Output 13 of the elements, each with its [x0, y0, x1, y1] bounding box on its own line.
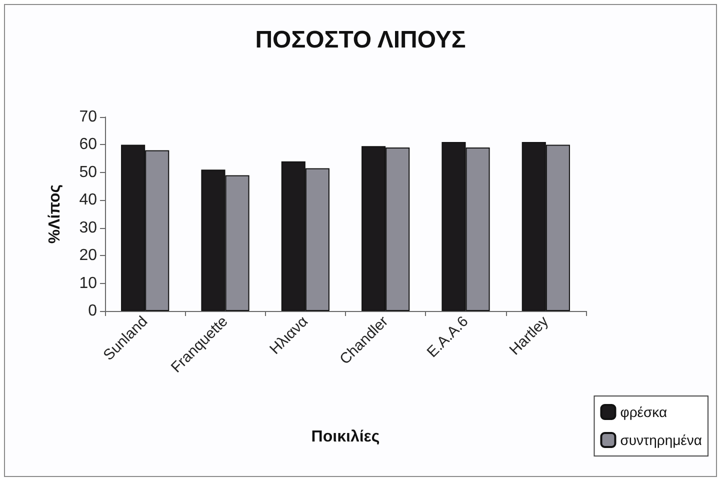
y-tick-label: 10 [79, 274, 98, 292]
legend-label: φρέσκα [620, 404, 668, 420]
y-tick-label: 0 [88, 302, 98, 320]
y-tick-label: 70 [79, 108, 98, 126]
x-axis-title: Ποικιλίες [311, 428, 380, 446]
y-tick-label: 50 [79, 164, 98, 181]
y-tick-label: 20 [79, 247, 98, 264]
chart-title: ΠΟΣΟΣΤΟ ΛΙΠΟΥΣ [255, 26, 466, 54]
y-tick-label: 40 [79, 192, 98, 209]
y-axis-title: %Λίπος [46, 184, 64, 244]
y-tick-label: 60 [79, 136, 98, 154]
legend-label: συντηρημένα [620, 432, 702, 448]
y-tick-label: 30 [79, 219, 98, 236]
